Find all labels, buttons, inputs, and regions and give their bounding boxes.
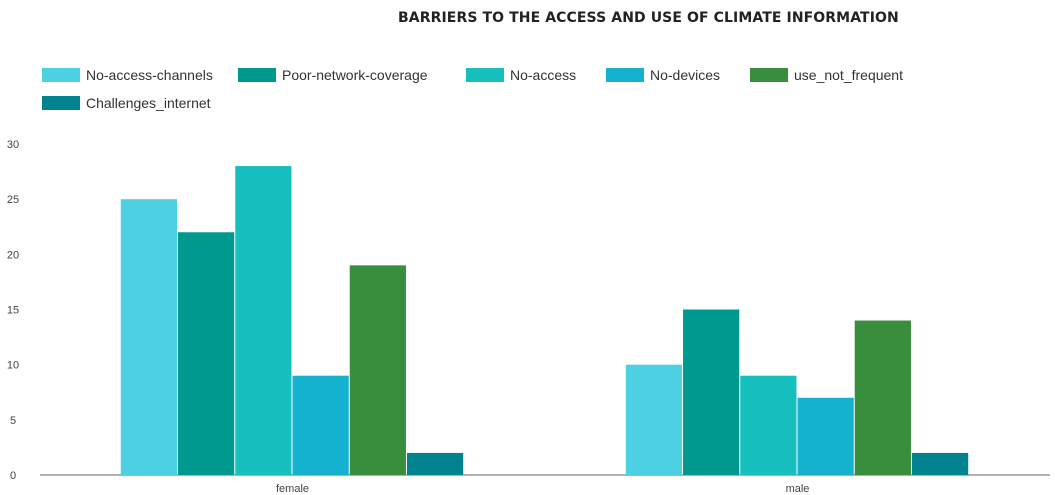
legend-item-challenges-internet[interactable]: Challenges_internet [42, 95, 211, 111]
y-tick-label: 10 [7, 360, 19, 372]
bar-female-no-access[interactable] [235, 166, 292, 476]
y-tick-label: 30 [7, 139, 19, 151]
legend-swatch [238, 68, 276, 82]
legend-item-no-access-channels[interactable]: No-access-channels [42, 67, 213, 83]
y-tick-label: 0 [10, 470, 16, 482]
legend-item-no-access[interactable]: No-access [466, 67, 576, 83]
bar-male-no-access-channels[interactable] [625, 364, 683, 475]
legend-label: use_not_frequent [794, 67, 903, 83]
bar-female-no-access-channels[interactable] [120, 199, 178, 475]
y-tick-label: 15 [7, 305, 19, 317]
bar-male-poor-network-coverage[interactable] [683, 309, 740, 476]
bar-male-no-devices[interactable] [797, 397, 854, 475]
legend-label: No-devices [650, 67, 721, 83]
y-tick-label: 20 [7, 249, 19, 261]
legend-swatch [42, 68, 80, 82]
bar-male-use-not-frequent[interactable] [854, 320, 911, 475]
bar-female-use-not-frequent[interactable] [349, 265, 406, 475]
legend-swatch [750, 68, 788, 82]
legend-label: Challenges_internet [86, 95, 211, 111]
y-tick-label: 25 [7, 194, 19, 206]
legend-label: Poor-network-coverage [282, 67, 428, 83]
bar-female-challenges-internet[interactable] [406, 452, 464, 475]
y-tick-label: 5 [10, 415, 16, 427]
chart-title: BARRIERS TO THE ACCESS AND USE OF CLIMAT… [398, 10, 899, 26]
legend-item-no-devices[interactable]: No-devices [606, 67, 720, 83]
legend-label: No-access [510, 67, 577, 83]
bar-male-challenges-internet[interactable] [911, 452, 969, 475]
x-tick-label: female [276, 483, 309, 495]
bar-male-no-access[interactable] [740, 375, 797, 475]
bar-female-poor-network-coverage[interactable] [178, 232, 235, 475]
bar-female-no-devices[interactable] [292, 375, 349, 475]
legend-item-poor-network-coverage[interactable]: Poor-network-coverage [238, 67, 428, 83]
legend-item-use-not-frequent[interactable]: use_not_frequent [750, 67, 903, 83]
legend-swatch [466, 68, 504, 82]
legend-label: No-access-channels [86, 67, 213, 83]
legend-swatch [606, 68, 644, 82]
legend-swatch [42, 96, 80, 110]
x-tick-label: male [786, 483, 810, 495]
